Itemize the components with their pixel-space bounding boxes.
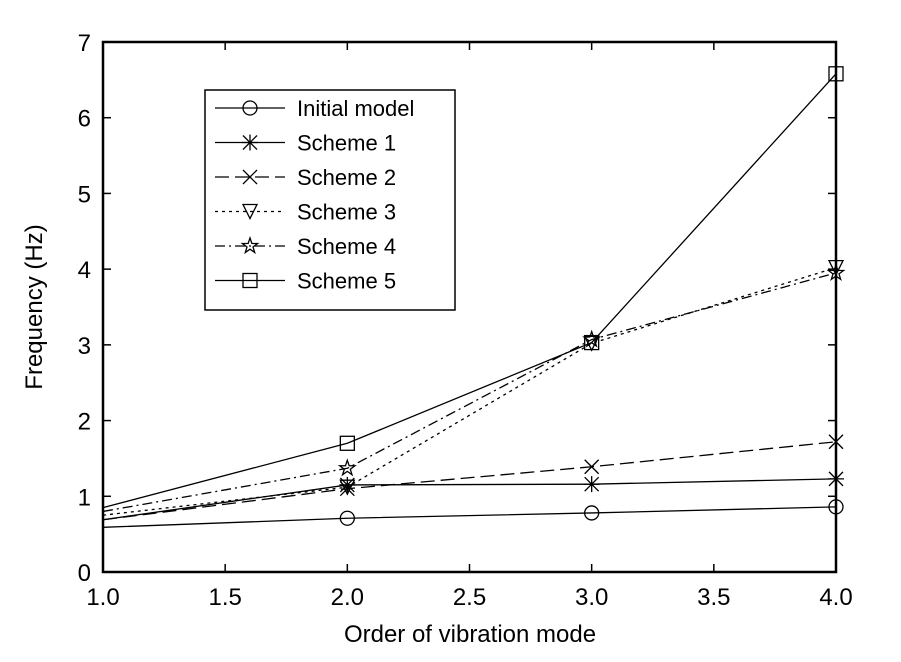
data-point-square <box>828 66 844 82</box>
legend-item: Scheme 4 <box>215 234 396 259</box>
data-point-square <box>339 435 355 451</box>
legend-item: Scheme 5 <box>215 269 396 294</box>
data-point-star <box>582 329 602 348</box>
series-scheme-5 <box>102 66 844 509</box>
x-axis-label: Order of vibration mode <box>344 621 596 648</box>
legend-label: Initial model <box>297 96 414 121</box>
series-line <box>102 478 837 521</box>
x-tick-label: 2.0 <box>331 584 364 611</box>
legend-marker-asterisk <box>242 134 258 151</box>
x-tick-label: 4.0 <box>819 584 852 611</box>
legend-item: Scheme 1 <box>215 131 396 156</box>
legend-marker-triangle-down <box>241 203 259 220</box>
data-point-asterisk <box>339 476 356 493</box>
data-point-x <box>584 459 600 475</box>
legend-marker-star <box>240 236 260 255</box>
x-tick-label: 1.0 <box>86 584 119 611</box>
data-point-square <box>584 334 600 351</box>
data-point-triangle-down <box>339 479 356 496</box>
y-tick-label: 6 <box>78 106 91 133</box>
series-line <box>102 441 837 521</box>
series-line <box>102 506 837 528</box>
y-tick-label: 4 <box>78 257 91 284</box>
legend-marker-square <box>242 272 258 289</box>
x-tick-label: 1.5 <box>208 584 241 611</box>
legend-marker-x <box>242 169 258 185</box>
legend-item: Scheme 2 <box>215 165 396 190</box>
series-line <box>102 73 837 509</box>
y-tick-label: 1 <box>78 484 91 511</box>
data-point-asterisk <box>828 470 844 487</box>
series-initial-model <box>102 499 844 528</box>
y-tick-label: 0 <box>78 560 91 587</box>
legend-label: Scheme 1 <box>297 131 396 156</box>
x-tick-label: 2.5 <box>453 584 486 611</box>
data-point-star <box>826 262 846 282</box>
data-point-asterisk <box>583 476 600 493</box>
y-tick-label: 7 <box>78 30 91 57</box>
legend-label: Scheme 3 <box>297 200 396 225</box>
legend-item: Scheme 3 <box>215 200 396 225</box>
series-scheme-2 <box>102 434 844 521</box>
y-tick-label: 5 <box>78 181 91 208</box>
data-point-triangle-down <box>827 259 845 277</box>
legend-label: Scheme 5 <box>297 269 396 294</box>
x-tick-label: 3.5 <box>697 584 730 611</box>
x-tick-label: 3.0 <box>575 584 608 611</box>
series-scheme-1 <box>102 470 844 521</box>
y-tick-label: 2 <box>78 409 91 436</box>
series-line <box>102 272 837 513</box>
data-point-circle <box>584 505 600 521</box>
series-line <box>102 267 837 516</box>
legend-label: Scheme 4 <box>297 234 396 259</box>
y-tick-label: 3 <box>78 333 91 360</box>
data-point-circle <box>828 499 844 515</box>
legend-item: Initial model <box>215 96 414 121</box>
data-point-x <box>828 434 844 450</box>
data-point-star <box>337 458 357 477</box>
legend-marker-circle <box>242 100 258 116</box>
data-point-circle <box>339 510 355 526</box>
y-axis-label: Frequency (Hz) <box>21 224 48 389</box>
legend-label: Scheme 2 <box>297 165 396 190</box>
